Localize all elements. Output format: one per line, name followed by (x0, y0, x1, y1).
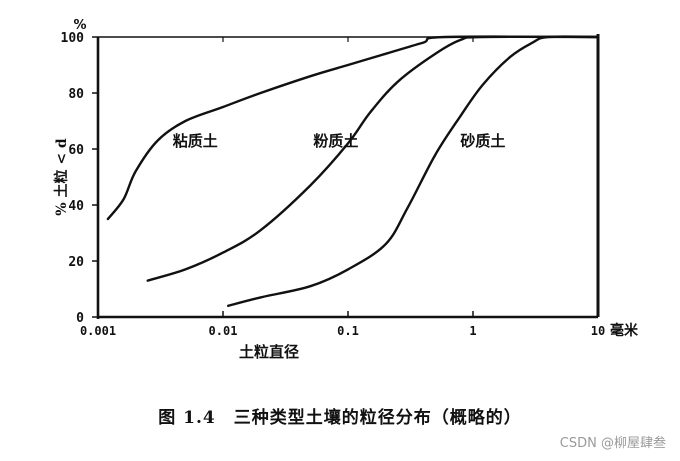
y-tick-label: 80 (68, 87, 84, 102)
sand-label: 砂质土 (460, 132, 505, 150)
clay-label: 粘质土 (173, 132, 218, 150)
silt-curve (146, 35, 600, 282)
x-tick-label: 10 (591, 324, 605, 338)
sand-curve (227, 35, 600, 307)
y-tick-label: 20 (68, 255, 84, 270)
y-axis-title: % 土粒 < d (53, 138, 70, 216)
x-tick-label: 0.1 (337, 324, 359, 338)
y-tick-label: 40 (68, 199, 84, 214)
watermark: CSDN @柳屋肆叁 (559, 436, 666, 451)
y-tick-label: 0 (76, 311, 84, 326)
y-tick-label: 100 (61, 31, 85, 46)
x-tick-label: 1 (469, 324, 476, 338)
x-tick-label: 0.01 (209, 324, 238, 338)
x-axis-title: 土粒直径 (239, 343, 299, 361)
x-unit-label: 毫米 (610, 322, 639, 339)
x-tick-label: 0.001 (80, 324, 116, 338)
y-tick-label: 60 (68, 143, 84, 158)
figure-caption: 图 1.4 三种类型土壤的粒径分布（概略的） (158, 408, 522, 428)
clay-curve (106, 35, 600, 221)
silt-label: 粉质土 (313, 132, 358, 150)
y-unit-label: % (73, 18, 86, 33)
